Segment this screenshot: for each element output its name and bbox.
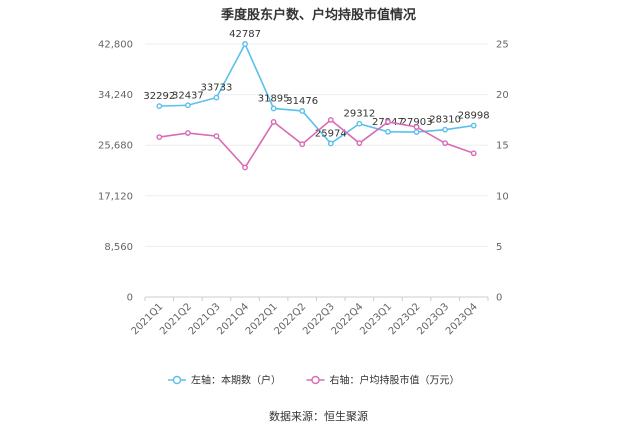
data-point	[242, 164, 248, 171]
left-axis: 0 8,560 17,120 25,680 34,240 42,800	[98, 40, 133, 304]
legend-marker-icon	[311, 375, 320, 385]
left-axis-tick-label: 17,120	[98, 191, 133, 202]
legend[interactable]: 左轴：本期数（户） 右轴：户均持股市值（万元）	[168, 374, 460, 387]
data-point	[213, 94, 220, 101]
right-axis-tick-label: 25	[496, 40, 509, 51]
data-point	[385, 119, 391, 125]
data-point	[470, 122, 477, 129]
data-point	[242, 41, 248, 47]
x-axis: 2021Q12021Q22021Q32021Q42022Q12022Q22022…	[130, 297, 489, 337]
data-point	[413, 124, 420, 130]
data-source: 数据来源：恒生聚源	[269, 409, 368, 423]
left-axis-tick-label: 25,680	[98, 141, 133, 152]
data-label: 32437	[172, 90, 204, 101]
data-label: 31476	[286, 96, 318, 107]
data-label: 32292	[143, 91, 175, 102]
data-label: 33733	[201, 83, 233, 94]
legend-label: 右轴：户均持股市值（万元）	[330, 374, 460, 387]
legend-item[interactable]: 右轴：户均持股市值（万元）	[306, 374, 460, 387]
data-label: 28310	[429, 115, 461, 126]
data-point	[470, 150, 477, 157]
series-line	[159, 118, 474, 169]
legend-marker-icon	[172, 375, 182, 385]
data-point	[327, 117, 334, 123]
left-axis-tick-label: 8,560	[104, 242, 133, 253]
data-point	[356, 120, 363, 127]
data-point	[299, 141, 306, 148]
data-point	[299, 108, 306, 114]
data-point	[184, 102, 191, 109]
legend-item[interactable]: 左轴：本期数（户）	[168, 374, 281, 387]
data-label: 25974	[315, 128, 347, 139]
data-point	[213, 133, 220, 139]
left-axis-tick-label: 42,800	[98, 40, 133, 51]
data-point	[184, 130, 191, 136]
right-axis-tick-label: 0	[496, 293, 502, 304]
series-line	[159, 42, 474, 145]
left-axis-tick-label: 0	[127, 293, 133, 304]
data-point	[156, 103, 163, 110]
right-axis-tick-label: 10	[496, 191, 509, 202]
data-point	[270, 105, 277, 112]
right-axis: 0 5 10 15 20 25	[496, 40, 509, 304]
data-label: 42787	[229, 29, 261, 40]
data-point	[442, 140, 449, 147]
grid	[145, 43, 488, 298]
data-label: 27903	[401, 117, 433, 128]
data-point	[442, 126, 449, 133]
data-point	[156, 134, 163, 141]
x-axis-tick-label: 2023Q4	[444, 301, 480, 337]
data-point	[356, 140, 363, 147]
data-label: 29312	[343, 109, 375, 120]
chart-title: 季度股东户数、户均持股市值情况	[220, 7, 416, 23]
data-point	[413, 129, 420, 135]
data-label: 28998	[458, 111, 490, 122]
legend-label: 左轴：本期数（户）	[191, 374, 281, 387]
data-point	[327, 140, 334, 147]
right-axis-tick-label: 5	[496, 242, 502, 253]
right-axis-tick-label: 15	[496, 141, 509, 152]
data-label: 31895	[258, 93, 290, 104]
data-point	[385, 128, 391, 135]
data-point	[270, 119, 277, 125]
left-axis-tick-label: 34,240	[98, 90, 133, 101]
right-axis-tick-label: 20	[496, 90, 509, 101]
